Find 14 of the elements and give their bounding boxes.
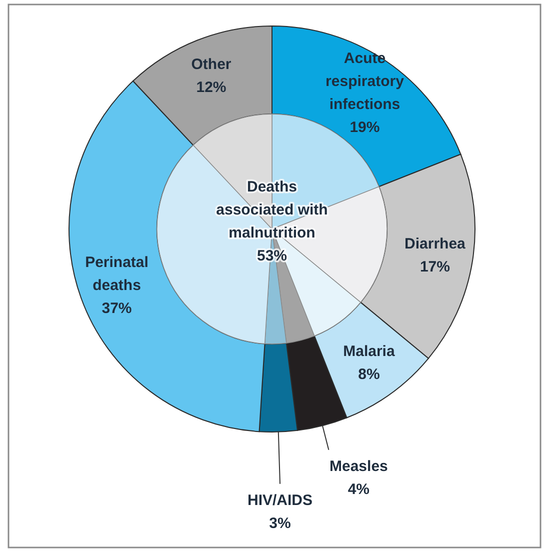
data-label: 19% (350, 119, 380, 136)
slice-label: HIV/AIDS (248, 492, 313, 509)
slice-label: Perinatal deaths (85, 254, 148, 294)
slice-label: Malaria (343, 342, 396, 360)
data-label: 3% (269, 514, 291, 532)
slice-label: Other (191, 56, 232, 74)
slice-label: Diarrhea (404, 235, 466, 252)
data-label: 12% (196, 79, 226, 96)
data-label: 8% (358, 366, 380, 383)
data-label: 37% (102, 300, 132, 317)
data-label: 17% (420, 258, 450, 276)
data-label: 4% (348, 480, 370, 498)
slice-label: Measles (330, 458, 388, 475)
slice-label: Acute respiratory infections (326, 50, 405, 114)
